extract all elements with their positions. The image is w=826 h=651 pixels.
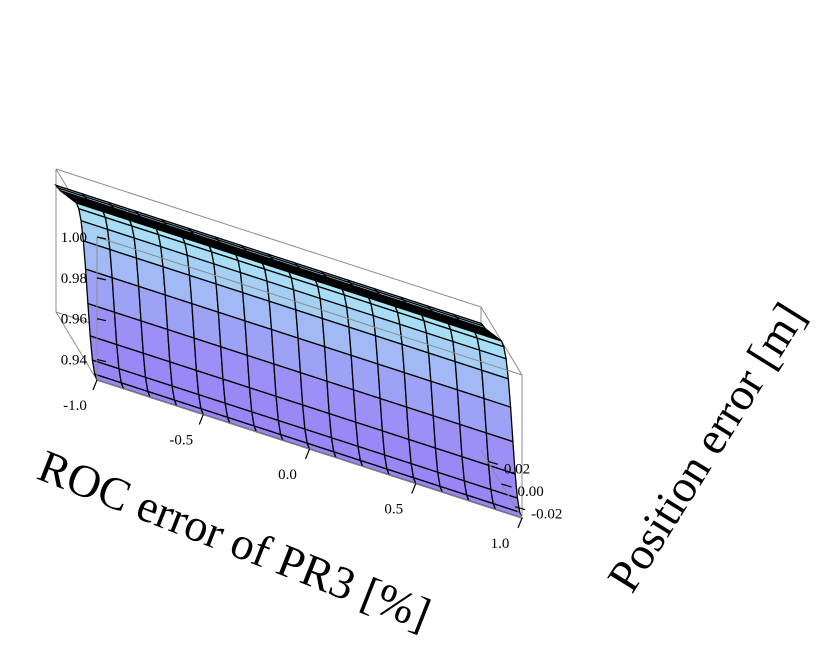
y-tick — [514, 506, 526, 511]
x-tick-label: 1.0 — [491, 536, 510, 552]
box-edge — [55, 168, 482, 308]
y-axis-label: Position error [m] — [597, 294, 815, 601]
z-tick — [96, 318, 107, 322]
y-tick — [501, 483, 512, 488]
y-tick-label: 0.00 — [518, 484, 544, 500]
axes: 0.94 0.96 0.98 1.00 -1.0 -0.5 0.0 0.5 1.0 -0.02 0.… — [61, 230, 563, 552]
x-tick — [304, 448, 311, 460]
x-tick-label: -0.5 — [169, 433, 193, 449]
z-tick-label: 1.00 — [61, 230, 87, 246]
z-tick-label: 0.96 — [61, 312, 88, 328]
z-tick — [96, 236, 107, 240]
z-tick — [96, 277, 107, 281]
x-tick — [517, 517, 523, 529]
x-tick-label: 0.5 — [384, 502, 403, 518]
x-tick — [92, 379, 98, 391]
z-tick-label: 0.98 — [61, 271, 87, 287]
x-tick — [411, 483, 417, 494]
y-tick — [487, 460, 499, 465]
x-tick-label: 0.0 — [278, 467, 297, 483]
z-tick-label: 0.94 — [61, 353, 88, 369]
surface-mesh — [54, 184, 524, 520]
y-tick-label: -0.02 — [531, 507, 562, 523]
z-tick — [96, 358, 107, 363]
x-tick-label: -1.0 — [63, 398, 87, 414]
x-tick — [198, 414, 204, 425]
box-edge — [96, 236, 523, 376]
y-tick-label: 0.02 — [504, 461, 530, 477]
box-edge — [55, 311, 98, 381]
